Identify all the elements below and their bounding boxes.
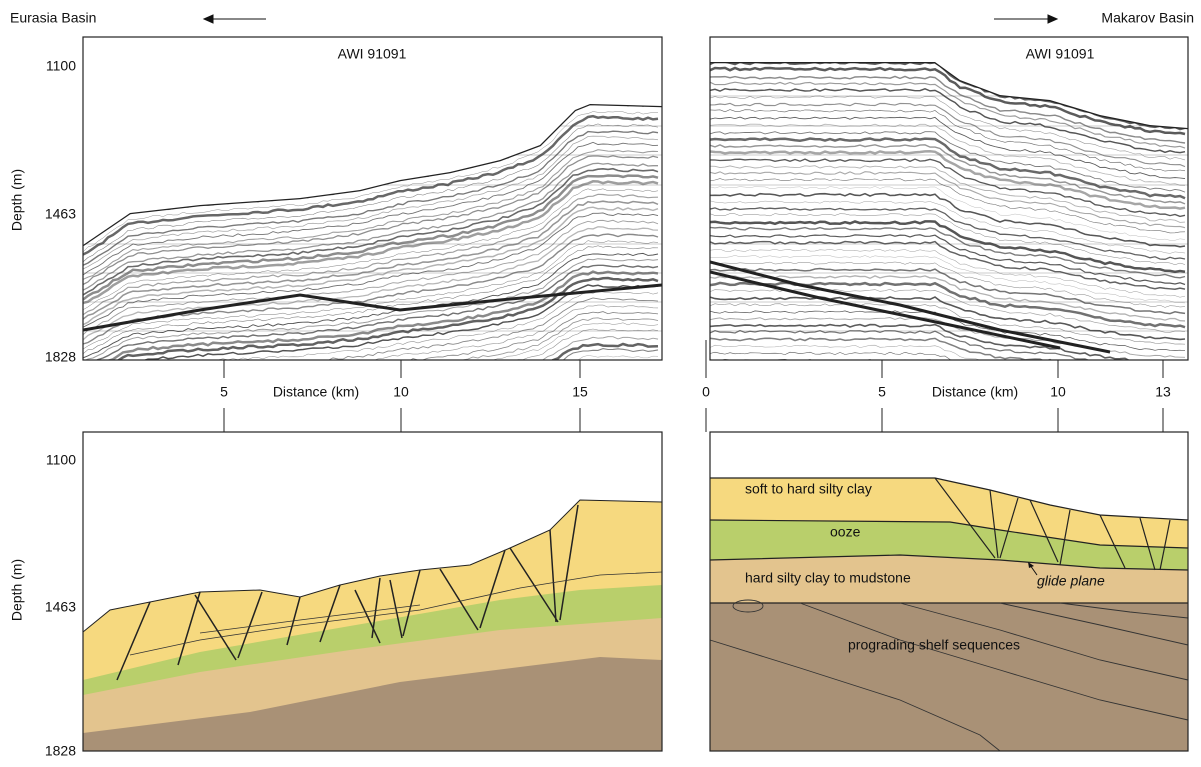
- layer-label: prograding shelf sequences: [848, 637, 1020, 653]
- reflector: [83, 401, 658, 471]
- distance-tick-label: 5: [878, 384, 886, 400]
- reflector: [83, 446, 658, 505]
- reflector: [710, 408, 1185, 439]
- panel-title: AWI 91091: [338, 46, 407, 62]
- distance-tick-label: 0: [702, 384, 710, 400]
- depth-tick-label: 1100: [46, 58, 76, 74]
- panel-title: AWI 91091: [1026, 46, 1095, 62]
- distance-tick-label: 10: [1050, 384, 1066, 400]
- reflector: [83, 421, 658, 486]
- reflector: [83, 37, 662, 245]
- reflector: [710, 179, 1185, 233]
- right-basin-label: Makarov Basin: [1101, 10, 1194, 26]
- reflector: [83, 459, 658, 515]
- layer-label: ooze: [830, 524, 861, 540]
- reflector: [83, 426, 658, 490]
- reflector: [710, 435, 1185, 463]
- axis-label: Distance (km): [932, 384, 1018, 400]
- depth-tick-label: 1828: [45, 349, 76, 365]
- reflector: [83, 272, 658, 373]
- depth-tick-label: 1828: [45, 743, 76, 759]
- reflector: [83, 368, 658, 444]
- page: Eurasia Basin Makarov Basin AWI 91091 AW…: [0, 0, 1201, 767]
- reflector: [710, 429, 1185, 459]
- depth-tick-label: 1100: [46, 452, 76, 468]
- reflector: [710, 262, 1185, 307]
- reflector: [710, 331, 1185, 371]
- reflector: [710, 415, 1185, 445]
- reflector: [83, 414, 658, 481]
- reflector: [83, 439, 658, 499]
- reflector: [83, 408, 658, 477]
- axis-label: Distance (km): [273, 384, 359, 400]
- reflector: [710, 443, 1185, 470]
- reflector: [710, 449, 1185, 476]
- distance-tick-label: 15: [572, 384, 588, 400]
- reflector: [83, 395, 658, 466]
- axis-label: Depth (m): [9, 169, 25, 231]
- reflector: [710, 208, 1185, 259]
- reflector: [710, 401, 1185, 433]
- distance-tick-label: 10: [393, 384, 409, 400]
- reflector: [83, 362, 658, 441]
- annotation: glide plane: [1037, 573, 1105, 589]
- distance-ticks: [224, 340, 1163, 432]
- arrow: [204, 15, 1057, 23]
- distance-tick-label: 13: [1155, 384, 1171, 400]
- distance-tick-label: 5: [220, 384, 228, 400]
- layer-label: soft to hard silty clay: [745, 481, 872, 497]
- left-basin-label: Eurasia Basin: [10, 10, 96, 26]
- figure: Eurasia Basin Makarov Basin AWI 91091 AW…: [0, 0, 1201, 762]
- layer-label: hard silty clay to mudstone: [745, 570, 911, 586]
- reflector: [83, 433, 658, 495]
- reflector: [83, 453, 658, 511]
- depth-tick-label: 1463: [45, 599, 76, 615]
- reflector: [83, 298, 658, 393]
- seismic-right: [710, 37, 1188, 494]
- reflector: [83, 285, 662, 330]
- seismic-left: [83, 37, 662, 535]
- reflector: [710, 422, 1185, 451]
- axis-label: Depth (m): [9, 559, 25, 621]
- interpretation-left: [83, 432, 662, 751]
- depth-tick-label: 1463: [45, 206, 76, 222]
